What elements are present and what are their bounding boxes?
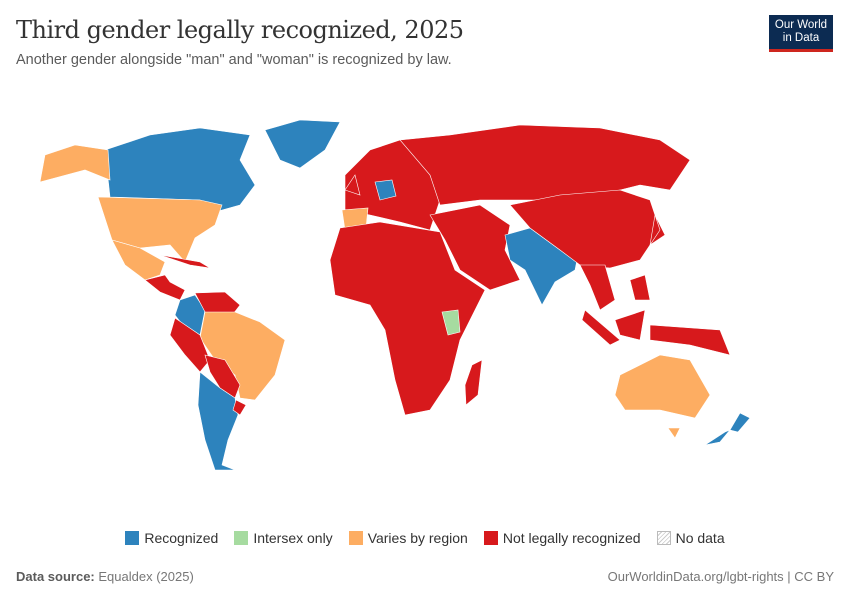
data-source: Data source: Equaldex (2025) [16,569,194,584]
legend-item-not-legally-recognized[interactable]: Not legally recognized [483,530,641,546]
region-greenland[interactable] [264,119,341,169]
legend-swatch [483,531,498,545]
legend-item-varies-by-region[interactable]: Varies by region [348,530,468,546]
owid-logo[interactable]: Our World in Data [769,15,833,52]
region-argentina-chile[interactable] [197,371,239,471]
source-url[interactable]: OurWorldinData.org/lgbt-rights | CC BY [607,569,834,584]
region-china-east-asia[interactable] [509,189,666,269]
region-kenya[interactable] [441,309,461,336]
legend-swatch [348,531,363,545]
region-central-america[interactable] [144,254,211,301]
region-africa[interactable] [329,221,486,416]
region-germany[interactable] [374,179,397,201]
region-new-zealand[interactable] [704,412,751,446]
world-map [39,119,751,471]
legend-item-recognized[interactable]: Recognized [125,530,218,546]
chart-title: Third gender legally recognized, 2025 [16,16,464,44]
region-united-states[interactable] [97,196,223,263]
region-russia[interactable] [399,124,691,206]
legend-swatch [234,531,249,545]
legend-swatch-hatched [656,531,671,545]
legend: Recognized Intersex only Varies by regio… [0,530,850,546]
region-australia[interactable] [614,354,711,439]
region-madagascar[interactable] [464,359,483,406]
region-venezuela[interactable] [194,291,241,319]
region-brazil[interactable] [199,311,286,401]
legend-item-no-data[interactable]: No data [656,530,725,546]
chart-subtitle: Another gender alongside "man" and "woma… [16,52,452,68]
region-middle-east[interactable] [429,204,521,291]
region-mexico[interactable] [111,239,166,281]
region-alaska[interactable] [39,144,111,183]
region-uruguay[interactable] [232,399,247,416]
legend-item-intersex-only[interactable]: Intersex only [234,530,333,546]
region-southeast-asia[interactable] [579,264,731,356]
legend-swatch [125,531,140,545]
